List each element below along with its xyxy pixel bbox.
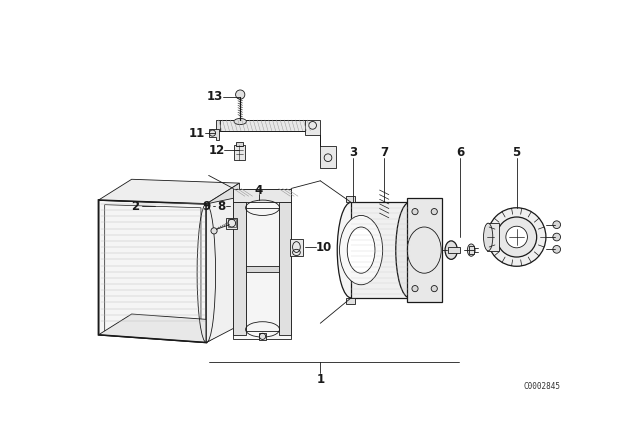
- Polygon shape: [234, 189, 291, 339]
- Bar: [216, 120, 220, 131]
- Ellipse shape: [412, 285, 418, 292]
- Ellipse shape: [553, 221, 561, 228]
- Text: 5: 5: [513, 146, 521, 159]
- Bar: [469, 246, 474, 254]
- Text: 11: 11: [189, 127, 205, 140]
- Ellipse shape: [431, 208, 437, 215]
- Bar: [346, 298, 355, 304]
- Bar: [228, 220, 236, 227]
- Text: 7: 7: [380, 146, 388, 159]
- Ellipse shape: [506, 226, 527, 248]
- Polygon shape: [206, 183, 239, 343]
- Bar: [234, 145, 245, 160]
- Bar: [227, 218, 237, 228]
- Polygon shape: [219, 120, 308, 131]
- Text: 9: 9: [202, 200, 211, 213]
- Ellipse shape: [553, 233, 561, 241]
- Ellipse shape: [340, 215, 383, 285]
- Text: 3: 3: [349, 146, 358, 159]
- Polygon shape: [407, 198, 442, 302]
- Polygon shape: [206, 196, 243, 343]
- Ellipse shape: [211, 228, 217, 234]
- Ellipse shape: [467, 244, 475, 256]
- Bar: [488, 223, 499, 251]
- Bar: [246, 208, 279, 331]
- Ellipse shape: [553, 246, 561, 253]
- Bar: [346, 196, 355, 202]
- Ellipse shape: [488, 208, 546, 266]
- Polygon shape: [99, 314, 239, 343]
- Ellipse shape: [412, 208, 418, 215]
- Polygon shape: [351, 202, 410, 298]
- Polygon shape: [99, 179, 239, 204]
- Bar: [289, 238, 303, 255]
- Bar: [236, 142, 243, 146]
- Bar: [448, 247, 460, 253]
- Text: 1: 1: [316, 373, 324, 386]
- Ellipse shape: [445, 241, 458, 259]
- Ellipse shape: [236, 90, 245, 99]
- Bar: [219, 120, 308, 131]
- Text: 12: 12: [208, 143, 225, 156]
- Ellipse shape: [431, 285, 437, 292]
- Ellipse shape: [234, 118, 246, 125]
- Text: 6: 6: [456, 146, 465, 159]
- Polygon shape: [234, 189, 291, 202]
- Ellipse shape: [337, 202, 365, 298]
- Ellipse shape: [484, 223, 493, 251]
- Text: 8: 8: [217, 200, 225, 213]
- Text: 4: 4: [255, 184, 263, 197]
- Polygon shape: [99, 200, 206, 343]
- Ellipse shape: [497, 217, 537, 257]
- Text: 10: 10: [316, 241, 332, 254]
- Ellipse shape: [348, 227, 375, 273]
- Bar: [259, 332, 266, 340]
- Polygon shape: [279, 202, 291, 335]
- Polygon shape: [209, 129, 219, 140]
- Bar: [246, 266, 279, 271]
- Text: 2: 2: [131, 200, 139, 213]
- Text: 13: 13: [207, 90, 223, 103]
- Text: C0002845: C0002845: [524, 382, 561, 391]
- Polygon shape: [234, 202, 246, 335]
- Polygon shape: [305, 120, 336, 168]
- Ellipse shape: [396, 202, 424, 298]
